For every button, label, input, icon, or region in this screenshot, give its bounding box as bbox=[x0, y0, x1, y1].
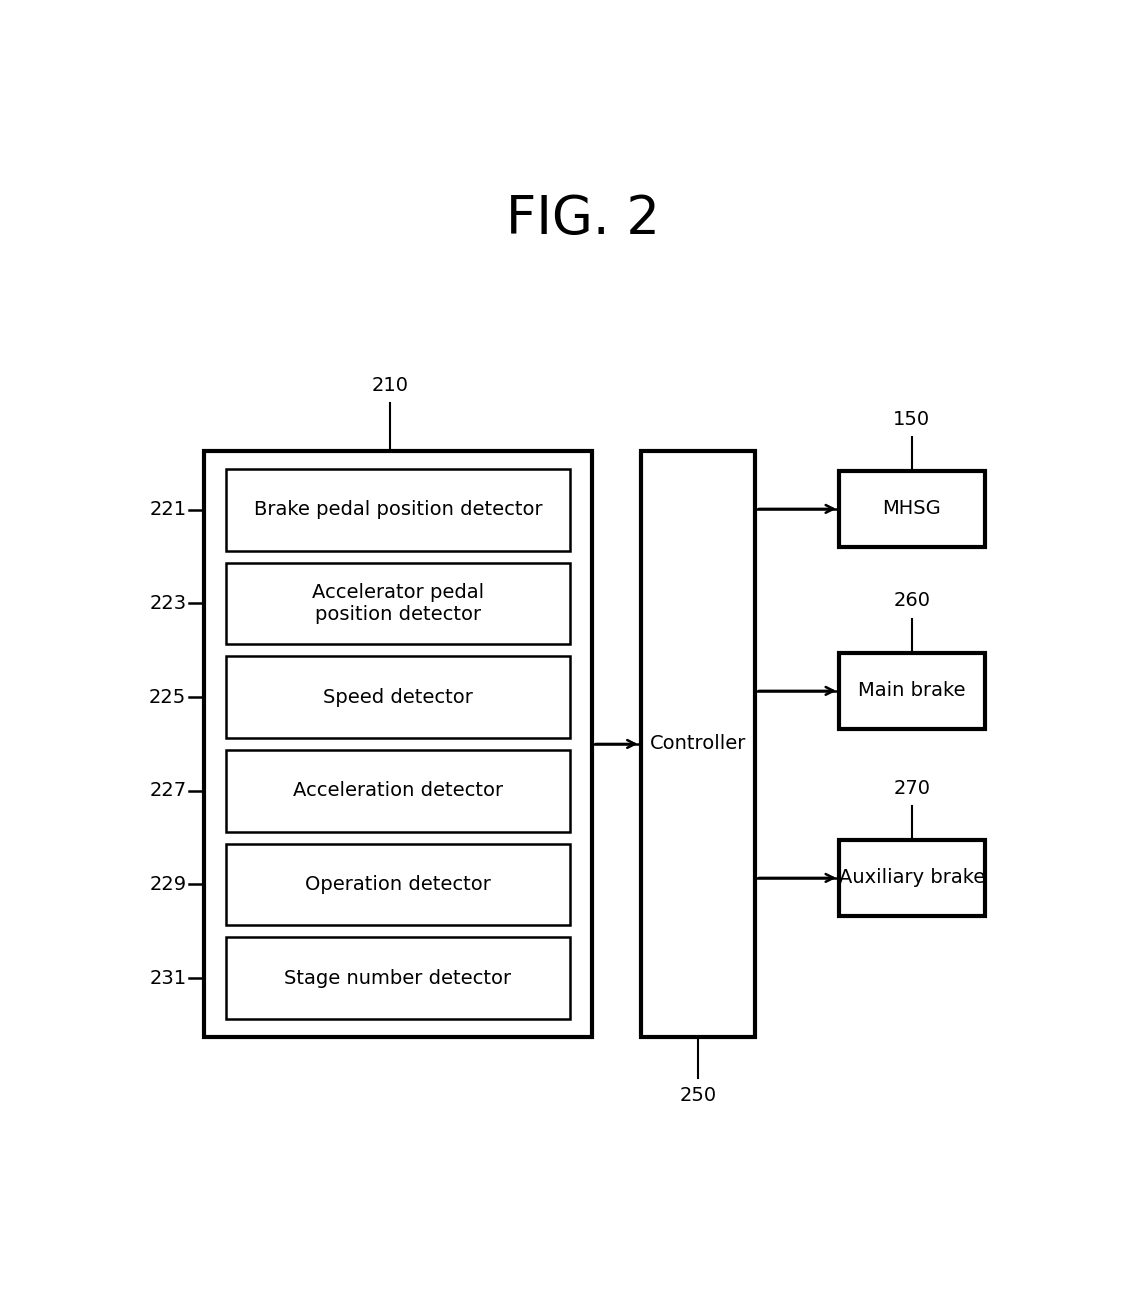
Text: Operation detector: Operation detector bbox=[305, 874, 490, 894]
Text: 150: 150 bbox=[893, 410, 930, 428]
Text: Auxiliary brake: Auxiliary brake bbox=[839, 868, 984, 888]
Text: 260: 260 bbox=[893, 591, 930, 611]
Text: Stage number detector: Stage number detector bbox=[284, 969, 512, 987]
Text: Speed detector: Speed detector bbox=[323, 688, 473, 706]
Bar bbox=[226, 844, 570, 926]
Bar bbox=[226, 656, 570, 738]
Text: Brake pedal position detector: Brake pedal position detector bbox=[254, 500, 543, 519]
Text: 229: 229 bbox=[149, 874, 187, 894]
Bar bbox=[226, 563, 570, 645]
Text: 270: 270 bbox=[893, 779, 930, 797]
Text: Main brake: Main brake bbox=[858, 681, 965, 700]
Text: 227: 227 bbox=[149, 781, 187, 801]
Bar bbox=[839, 840, 984, 916]
Text: Acceleration detector: Acceleration detector bbox=[292, 781, 503, 801]
Bar bbox=[204, 450, 592, 1037]
Text: FIG. 2: FIG. 2 bbox=[506, 193, 660, 246]
Text: 250: 250 bbox=[679, 1086, 717, 1104]
Bar bbox=[226, 937, 570, 1019]
Text: Controller: Controller bbox=[650, 734, 747, 754]
Text: Accelerator pedal
position detector: Accelerator pedal position detector bbox=[312, 583, 484, 624]
Bar bbox=[226, 469, 570, 550]
Text: 225: 225 bbox=[149, 688, 187, 706]
Bar bbox=[641, 450, 756, 1037]
Text: 210: 210 bbox=[372, 376, 409, 395]
Text: MHSG: MHSG bbox=[882, 499, 941, 519]
Text: 231: 231 bbox=[149, 969, 187, 987]
Bar bbox=[839, 471, 984, 546]
Bar bbox=[226, 750, 570, 831]
Text: 223: 223 bbox=[149, 593, 187, 613]
Text: 221: 221 bbox=[149, 500, 187, 519]
Bar bbox=[839, 653, 984, 729]
